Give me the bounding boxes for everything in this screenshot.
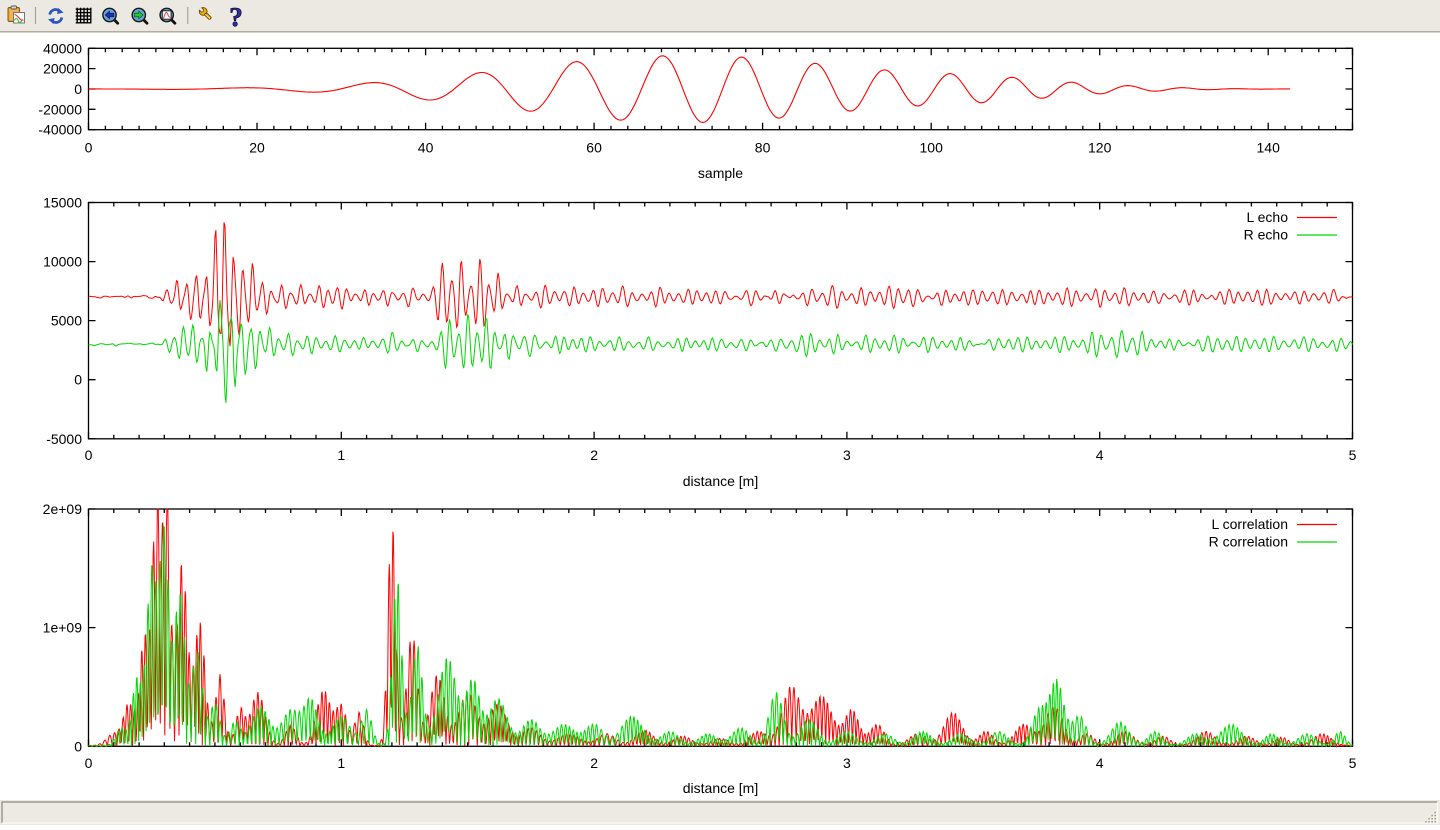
svg-text:-40000: -40000 bbox=[38, 122, 82, 138]
svg-text:3: 3 bbox=[843, 447, 851, 463]
svg-text:15000: 15000 bbox=[43, 195, 82, 211]
svg-text:2: 2 bbox=[590, 447, 598, 463]
svg-text:5000: 5000 bbox=[51, 313, 82, 329]
svg-text:4: 4 bbox=[1096, 755, 1104, 771]
svg-text:0: 0 bbox=[85, 447, 93, 463]
svg-text:40: 40 bbox=[418, 140, 434, 156]
svg-text:60: 60 bbox=[586, 140, 602, 156]
svg-text:2e+09: 2e+09 bbox=[43, 501, 83, 517]
svg-text:40000: 40000 bbox=[43, 40, 82, 56]
svg-text:L correlation: L correlation bbox=[1211, 516, 1288, 532]
svg-text:20000: 20000 bbox=[43, 61, 82, 77]
svg-text:0: 0 bbox=[74, 738, 82, 754]
svg-text:L echo: L echo bbox=[1246, 209, 1288, 225]
svg-text:R correlation: R correlation bbox=[1209, 534, 1288, 550]
svg-text:0: 0 bbox=[74, 372, 82, 388]
svg-text:distance [m]: distance [m] bbox=[683, 780, 758, 796]
svg-text:?: ? bbox=[229, 2, 243, 32]
svg-text:3: 3 bbox=[843, 755, 851, 771]
svg-text:0: 0 bbox=[74, 81, 82, 97]
svg-text:5: 5 bbox=[1349, 755, 1357, 771]
svg-text:10000: 10000 bbox=[43, 254, 82, 270]
svg-text:1: 1 bbox=[337, 755, 345, 771]
svg-text:1: 1 bbox=[337, 447, 345, 463]
svg-text:20: 20 bbox=[249, 140, 265, 156]
svg-text:100: 100 bbox=[920, 140, 944, 156]
svg-text:5: 5 bbox=[1349, 447, 1357, 463]
svg-text:-20000: -20000 bbox=[38, 101, 82, 117]
svg-text:120: 120 bbox=[1088, 140, 1112, 156]
svg-text:1e+09: 1e+09 bbox=[43, 620, 83, 636]
svg-text:distance [m]: distance [m] bbox=[683, 473, 758, 489]
svg-text:4: 4 bbox=[1096, 447, 1104, 463]
svg-text:sample: sample bbox=[698, 165, 743, 181]
svg-text:80: 80 bbox=[755, 140, 771, 156]
svg-text:R echo: R echo bbox=[1244, 227, 1289, 243]
svg-text:-5000: -5000 bbox=[46, 431, 82, 447]
svg-text:0: 0 bbox=[85, 140, 93, 156]
svg-text:0: 0 bbox=[85, 755, 93, 771]
svg-text:140: 140 bbox=[1257, 140, 1281, 156]
svg-text:2: 2 bbox=[590, 755, 598, 771]
